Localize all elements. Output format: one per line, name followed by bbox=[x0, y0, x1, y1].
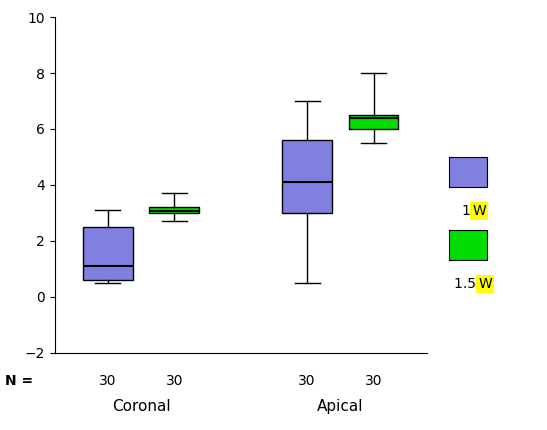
Text: 30: 30 bbox=[166, 374, 183, 387]
PathPatch shape bbox=[348, 115, 398, 129]
Text: 1: 1 bbox=[462, 204, 475, 218]
Text: W: W bbox=[478, 277, 492, 292]
Text: Apical: Apical bbox=[317, 399, 364, 414]
Text: N =: N = bbox=[5, 374, 33, 387]
Text: W: W bbox=[472, 204, 486, 218]
PathPatch shape bbox=[282, 140, 332, 213]
Text: 30: 30 bbox=[298, 374, 316, 387]
Text: 1.5: 1.5 bbox=[454, 277, 480, 292]
PathPatch shape bbox=[83, 227, 133, 280]
PathPatch shape bbox=[149, 207, 199, 213]
Text: 30: 30 bbox=[99, 374, 117, 387]
Text: Coronal: Coronal bbox=[112, 399, 170, 414]
Text: 30: 30 bbox=[365, 374, 382, 387]
